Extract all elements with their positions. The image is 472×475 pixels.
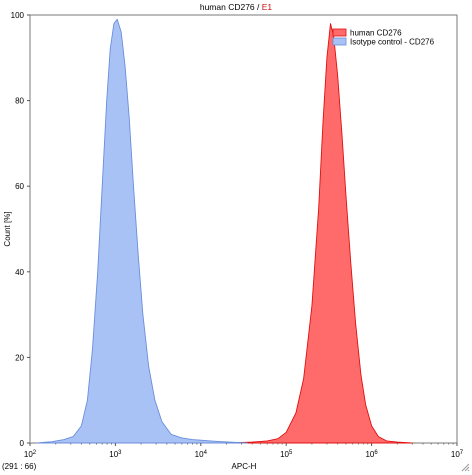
cursor-coordinates: (291 : 66) [2, 462, 37, 471]
x-tick-label: 106 [365, 450, 378, 459]
x-tick-label: 107 [451, 450, 464, 459]
chart-title-separator: / [255, 2, 262, 12]
y-tick-label: 40 [15, 268, 24, 277]
series-area-1 [36, 18, 248, 444]
x-tick-label: 105 [280, 450, 293, 459]
legend-label-0: human CD276 [350, 29, 402, 38]
x-tick-label: 104 [195, 450, 208, 459]
svg-text:human CD276 / E1: human CD276 / E1 [200, 2, 273, 12]
chart-title-main: human CD276 [200, 2, 255, 12]
legend-swatch-0 [332, 28, 347, 37]
y-tick-label: 0 [20, 439, 25, 448]
x-tick-label: 103 [109, 450, 122, 459]
y-tick-label: 20 [15, 353, 24, 362]
status-bar: (291 : 66) [0, 460, 472, 475]
x-axis-label: APC-H [232, 462, 257, 471]
y-tick-label: 100 [11, 11, 25, 20]
x-tick-label: 102 [24, 450, 37, 459]
legend-label-1: Isotype control - CD276 [350, 38, 435, 47]
legend-swatch-1 [332, 37, 347, 46]
chart-title-gate: E1 [262, 2, 273, 12]
y-axis-label: Count [%] [3, 211, 12, 246]
y-tick-label: 60 [15, 182, 24, 191]
y-tick-label: 80 [15, 97, 24, 106]
chart-title: human CD276 / E1 [200, 2, 273, 12]
resize-grip-icon[interactable] [460, 462, 470, 472]
series-layer [36, 18, 413, 444]
series-area-0 [226, 23, 413, 444]
axis-layer: 0 20 40 60 80 100 102 103 104 105 106 107 [11, 11, 464, 459]
